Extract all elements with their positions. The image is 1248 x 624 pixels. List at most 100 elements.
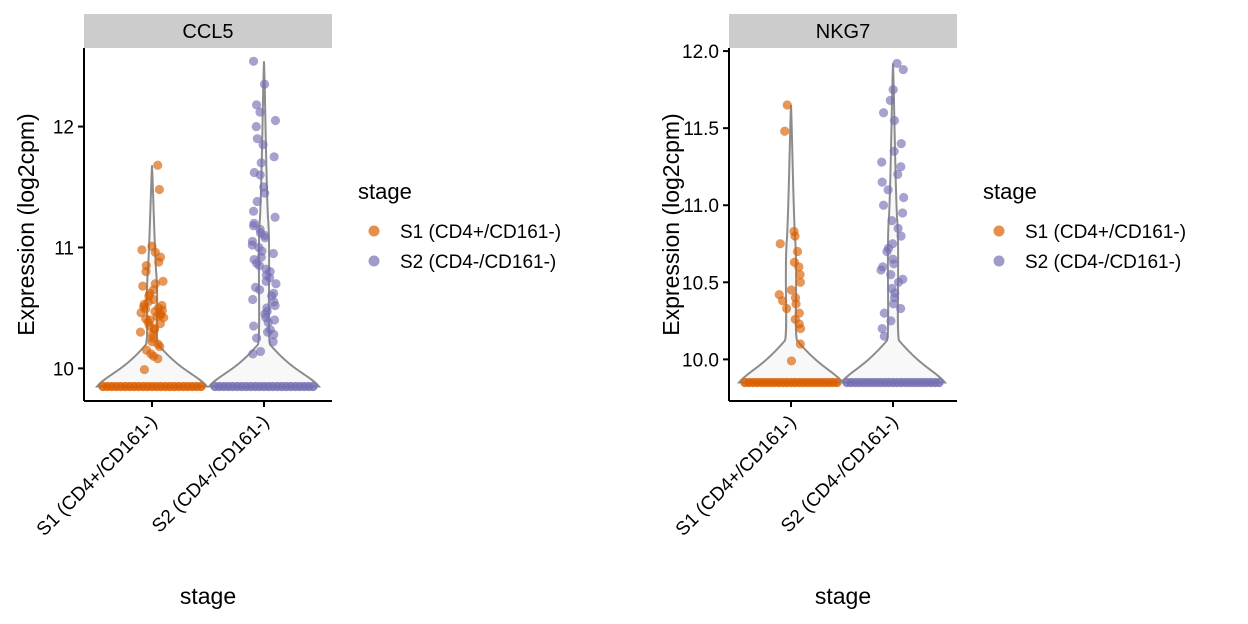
data-point xyxy=(775,239,785,249)
facet-strip xyxy=(729,14,957,48)
data-point xyxy=(877,157,887,167)
data-point xyxy=(141,345,152,355)
data-point xyxy=(896,162,906,172)
data-point xyxy=(883,185,893,195)
data-point xyxy=(265,325,275,335)
data-point xyxy=(879,331,889,341)
data-point xyxy=(886,269,896,280)
data-point xyxy=(898,64,908,75)
legend-key-2 xyxy=(993,255,1005,267)
data-point xyxy=(251,100,262,110)
legend-label-2: S2 (CD4-/CD161-) xyxy=(400,252,556,273)
legend-key-1 xyxy=(993,225,1005,237)
data-point xyxy=(150,279,160,289)
data-point xyxy=(247,236,258,247)
data-point xyxy=(896,303,906,314)
data-point xyxy=(888,85,898,95)
data-point xyxy=(261,264,271,274)
data-point xyxy=(252,134,262,144)
data-point xyxy=(308,381,318,392)
data-point xyxy=(780,126,790,136)
data-point xyxy=(889,115,900,126)
data-point xyxy=(256,158,266,168)
data-point xyxy=(889,146,899,156)
y-tick-label: 10.5 xyxy=(682,273,719,294)
facet-strip xyxy=(84,14,332,48)
data-point xyxy=(934,377,944,388)
data-point xyxy=(249,321,259,331)
data-point xyxy=(877,177,887,187)
data-point xyxy=(896,138,906,149)
y-tick-label: 11 xyxy=(54,238,74,259)
y-tick-label: 11.5 xyxy=(683,119,719,140)
data-point xyxy=(832,377,842,388)
data-point xyxy=(899,192,909,203)
legend: stage S1 (CD4+/CD161-) S2 (CD4-/CD161-) xyxy=(983,179,1186,273)
data-point xyxy=(789,226,799,237)
data-point xyxy=(897,208,908,218)
data-point xyxy=(249,254,259,265)
data-point xyxy=(269,152,279,162)
data-point xyxy=(268,248,278,259)
data-point xyxy=(259,182,269,192)
data-point xyxy=(782,303,792,314)
data-point xyxy=(158,276,168,286)
data-point xyxy=(157,300,167,311)
data-point xyxy=(789,257,800,267)
data-point xyxy=(154,184,165,195)
data-point xyxy=(782,100,792,110)
data-point xyxy=(270,212,280,222)
legend-key-2 xyxy=(368,255,380,267)
data-point xyxy=(248,206,259,216)
violin-1 xyxy=(736,104,846,384)
data-point xyxy=(878,262,888,272)
data-point xyxy=(135,327,146,337)
data-point xyxy=(139,364,149,375)
data-point xyxy=(141,261,151,271)
legend-title: stage xyxy=(358,179,412,204)
data-point xyxy=(774,290,784,300)
legend-label-2: S2 (CD4-/CD161-) xyxy=(1025,252,1181,273)
data-point xyxy=(147,241,157,251)
y-tick-label: 12 xyxy=(53,118,74,139)
y-tick-label: 11.0 xyxy=(683,196,719,217)
data-point xyxy=(137,245,147,255)
data-point xyxy=(262,303,272,313)
data-point xyxy=(249,167,259,178)
chart-panel-nkg7: NKG7 10.0 10.5 11.0 11.5 12.0 S1 (CD4+/CD161-)… xyxy=(658,14,1186,609)
data-point xyxy=(248,56,259,66)
data-point xyxy=(255,346,266,357)
data-point xyxy=(887,283,897,294)
data-point xyxy=(138,281,148,291)
data-point xyxy=(892,58,902,69)
data-point xyxy=(794,308,804,318)
legend-label-1: S1 (CD4+/CD161-) xyxy=(1025,222,1186,243)
data-point xyxy=(258,140,268,150)
legend: stage S1 (CD4+/CD161-) S2 (CD4-/CD161-) xyxy=(358,179,561,273)
x-tick-label: S2 (CD4-/CD161-) xyxy=(148,412,273,537)
data-point xyxy=(269,315,280,325)
data-point xyxy=(790,293,801,303)
facet-title: NKG7 xyxy=(816,21,870,43)
data-point xyxy=(271,279,281,289)
data-point xyxy=(251,121,261,132)
data-point xyxy=(898,274,908,284)
data-point xyxy=(268,337,278,347)
data-point xyxy=(259,79,270,89)
legend-title: stage xyxy=(983,179,1037,204)
y-axis-title: Expression (log2cpm) xyxy=(13,113,39,335)
legend-label-1: S1 (CD4+/CD161-) xyxy=(400,222,561,243)
data-point xyxy=(269,288,279,299)
x-axis-title: stage xyxy=(815,583,871,609)
y-tick-label: 10 xyxy=(53,359,74,380)
data-point xyxy=(795,277,806,287)
x-axis-title: stage xyxy=(180,583,236,609)
data-point xyxy=(877,323,887,334)
data-point xyxy=(893,223,903,233)
data-point xyxy=(888,254,898,264)
data-point xyxy=(196,381,206,392)
data-point xyxy=(252,333,262,343)
y-axis-title: Expression (log2cpm) xyxy=(658,113,684,335)
